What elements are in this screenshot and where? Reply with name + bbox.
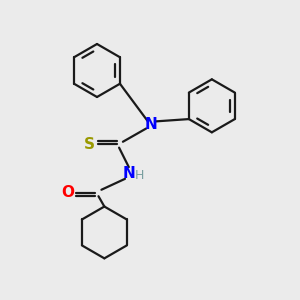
Text: N: N	[123, 166, 136, 181]
Text: S: S	[84, 136, 95, 152]
Text: O: O	[61, 185, 74, 200]
Text: H: H	[134, 169, 144, 182]
Text: N: N	[145, 118, 158, 133]
